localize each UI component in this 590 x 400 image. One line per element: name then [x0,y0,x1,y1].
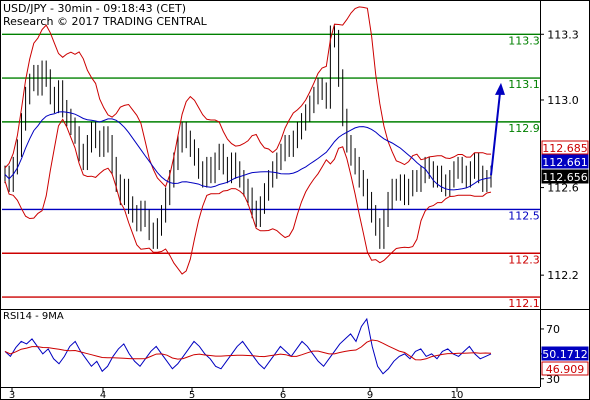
price-tag [541,154,589,169]
level-label: 112.3 [508,253,540,266]
forecast-arrow-shaft [490,92,501,176]
bollinger-lower-band [4,118,492,275]
time-tick-label: 4 [100,390,106,400]
time-tick-label: 10 [451,390,464,400]
chart-header-symbol: USD/JPY - 30min - 09:18:43 (CET) [3,2,187,15]
rsi-title: RSI14 - 9MA [3,311,64,322]
level-label: 112.9 [508,122,540,135]
level-label: 113.3 [508,34,540,47]
time-tick-label: 5 [189,390,195,400]
price-tag-label: 112.685 [542,142,588,155]
price-tag-label: 112.656 [542,171,588,184]
rsi-tick-label: 30 [546,373,560,386]
chart-header-copyright: Research © 2017 TRADING CENTRAL [3,15,207,28]
level-label: 112.1 [508,297,540,310]
rsi-line [4,317,492,375]
rsi-tick-label: 70 [546,323,560,336]
rsi-ma-line [4,339,492,361]
price-tag [541,169,589,184]
price-tick-label: 112.2 [547,269,579,282]
price-tag [541,140,589,155]
forecast-arrow-head [495,82,505,95]
rsi-value-tag-label: 46.909 [546,363,585,376]
level-label: 112.5 [508,209,540,222]
rsi-value-tag [541,361,589,376]
level-label: 113.1 [508,78,540,91]
rsi-value-tag [541,346,589,361]
time-tick-label: 3 [9,390,15,400]
price-tick-label: 113.0 [547,94,579,107]
bollinger-upper-band [4,6,491,188]
price-tick-label: 112.6 [547,182,579,195]
price-tick-label: 113.3 [547,28,579,41]
time-tick-label: 9 [367,390,373,400]
moving-average-line [4,111,492,191]
time-tick-label: 6 [280,390,286,400]
rsi-value-tag-label: 50.1712 [542,348,588,361]
price-tag-label: 112.661 [542,156,588,169]
